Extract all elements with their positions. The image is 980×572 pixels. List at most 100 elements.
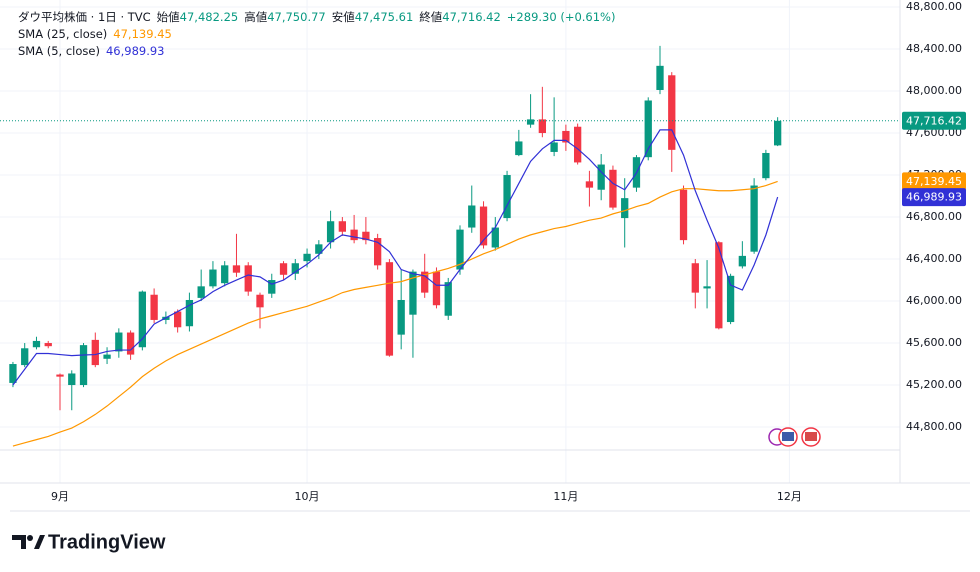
candle-body (32, 340, 41, 348)
candle-body (538, 119, 546, 134)
x-tick-label: 9月 (51, 490, 69, 503)
flag (782, 432, 794, 441)
y-tick-label: 48,000.00 (906, 84, 962, 97)
plot-area (0, 45, 900, 447)
price-tag-label: 47,716.42 (906, 114, 962, 127)
y-tick-label: 48,800.00 (906, 0, 962, 13)
candle-body (374, 238, 382, 266)
y-tick-label: 48,400.00 (906, 42, 962, 55)
candle-body (597, 164, 605, 190)
ohlc-value: 47,482.25 (180, 10, 239, 24)
candle-body (574, 126, 582, 163)
candle-body (668, 75, 676, 150)
candle-body (609, 169, 617, 208)
price-tag (902, 172, 966, 191)
candle-body (56, 374, 64, 377)
candle-body (315, 244, 323, 254)
x-tick-label: 12月 (777, 490, 802, 503)
candle-body (350, 229, 358, 241)
price-tag (902, 188, 966, 207)
candle-body (468, 205, 476, 228)
y-tick-label: 46,400.00 (906, 252, 962, 265)
candle-body (174, 311, 182, 328)
ohlc-label: 安値 (332, 10, 355, 24)
x-tick-label: 10月 (295, 490, 320, 503)
candle-body (362, 231, 370, 241)
indicator-legend: SMA (5, close) 46,989.93 (18, 44, 165, 58)
candle-body (291, 263, 299, 274)
logo-mark (34, 535, 45, 549)
candle-body (232, 265, 241, 273)
candle-body (385, 262, 394, 356)
event-icons (768, 427, 821, 447)
candle-body (444, 282, 452, 316)
y-tick-label: 46,800.00 (906, 210, 962, 223)
price-tag (902, 111, 966, 130)
candle-body (644, 100, 652, 158)
ohlc-value: 47,750.77 (267, 10, 326, 24)
candle-body (479, 206, 488, 246)
brand-logo: TradingView (12, 531, 166, 553)
symbol-title: ダウ平均株価 · 1日 · TVC (18, 10, 151, 24)
candle-body (91, 339, 99, 366)
y-tick-label: 45,200.00 (906, 378, 962, 391)
candle-body (656, 65, 664, 90)
y-tick-label: 44,800.00 (906, 420, 962, 433)
candle-body (621, 198, 629, 219)
candle-body (326, 221, 335, 243)
ohlc-legend: ダウ平均株価 · 1日 · TVC 始値47,482.25 高値47,750.77 安… (18, 10, 615, 24)
y-tick-label: 45,600.00 (906, 336, 962, 349)
candle-body (703, 286, 711, 289)
ohlc-label: 始値 (157, 10, 180, 24)
indicator-value: 47,139.45 (113, 27, 172, 41)
logo-mark (27, 535, 33, 541)
candle-body (774, 120, 782, 146)
candle-body (515, 141, 523, 156)
ohlc-label: 高値 (244, 10, 267, 24)
candle-body (491, 227, 499, 248)
candle-body (150, 294, 158, 320)
candle-body (68, 373, 76, 386)
candle-body (750, 185, 758, 252)
ohlc-label: 終値 (419, 10, 442, 24)
price-tag-label: 47,139.45 (906, 175, 962, 188)
x-tick-label: 11月 (553, 490, 578, 503)
logo-mark (12, 535, 26, 549)
indicator-name: SMA (25, close) (18, 27, 107, 41)
candle-body (762, 152, 770, 179)
candle-body (9, 364, 17, 383)
candle-body (44, 343, 52, 347)
candle-body (268, 280, 276, 294)
candle-body (397, 299, 405, 335)
candle-body (456, 229, 464, 270)
candle-body (715, 242, 723, 329)
candle-body (409, 271, 417, 315)
price-tags: 47,716.42 47,139.45 46,989.93 (902, 111, 966, 207)
legend: ダウ平均株価 · 1日 · TVC 始値47,482.25 高値47,750.77 安… (18, 10, 615, 58)
indicator-name: SMA (5, close) (18, 44, 100, 58)
candle-body (138, 291, 146, 348)
candle-body (738, 255, 746, 267)
price-tag-label: 46,989.93 (906, 191, 962, 204)
flag (805, 432, 817, 441)
candle-body (21, 348, 29, 366)
ohlc-value: 47,475.61 (355, 10, 414, 24)
ohlc-value: 47,716.42 (442, 10, 501, 24)
candle-body (103, 354, 111, 359)
ohlc-change: +289.30 (+0.61%) (507, 10, 616, 24)
candle-body (303, 253, 311, 262)
candle-body (279, 263, 288, 275)
brand-name: TradingView (48, 531, 166, 553)
candle-body (550, 142, 558, 152)
candle-body (221, 265, 229, 284)
candle-body (679, 189, 688, 241)
candle-body (562, 130, 570, 143)
candle-body (432, 271, 441, 306)
indicator-value: 46,989.93 (106, 44, 165, 58)
candle-body (691, 263, 699, 293)
candle-body (244, 265, 252, 292)
candle-body (209, 269, 217, 287)
y-tick-label: 46,000.00 (906, 294, 962, 307)
